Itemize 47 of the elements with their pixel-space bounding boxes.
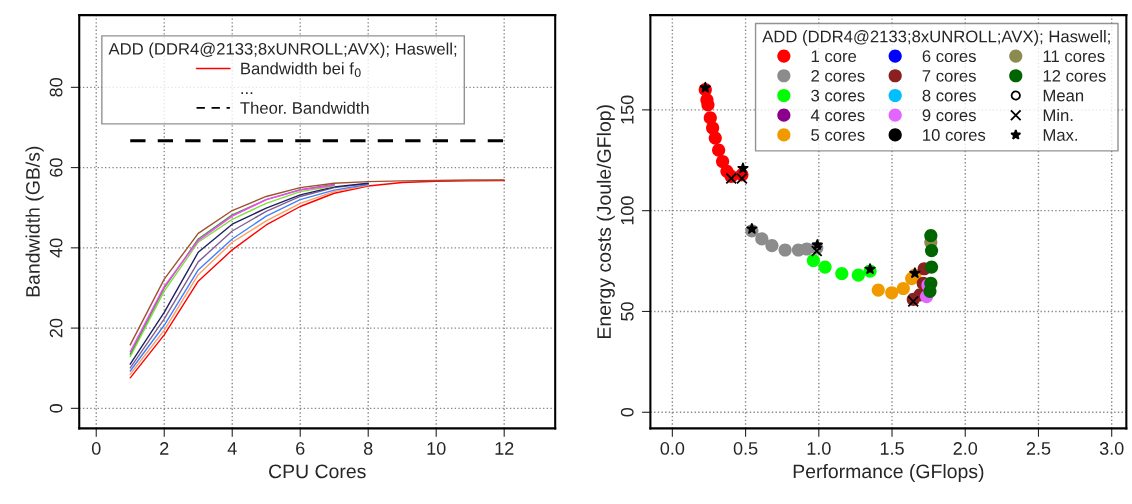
x-axis-title: CPU Cores	[269, 464, 366, 479]
x-tick-label: 1.5	[880, 442, 904, 455]
x-tick-label: 12	[495, 442, 514, 455]
legend-label: Theor. Bandwidth	[240, 101, 369, 114]
x-tick-label: 2.5	[1026, 442, 1051, 455]
legend-label: 3 cores	[811, 89, 865, 102]
legend-label: 1 core	[811, 50, 857, 63]
legend-label: 6 cores	[922, 50, 976, 63]
x-tick-label: 4	[227, 442, 237, 455]
legend-label: 12 cores	[1043, 69, 1106, 82]
legend-label: 9 cores	[922, 109, 976, 122]
annotation: ...	[241, 92, 253, 94]
x-axis-title: Performance (GFlops)	[793, 463, 984, 483]
legend-label: 8 cores	[922, 89, 976, 102]
y-tick-label: 20	[49, 318, 63, 338]
legend-label: 5 cores	[811, 129, 865, 141]
x-tick-label: 0	[91, 442, 101, 455]
x-tick-label: 6	[296, 442, 305, 455]
y-tick-label: 150	[620, 95, 634, 124]
y-tick-label: 50	[620, 302, 634, 321]
legend-label: Mean	[1043, 89, 1084, 102]
legend-label: 7 cores	[922, 70, 976, 82]
legend-title: ADD (DDR4@2133;8xUNROLL;AVX); Haswell;	[762, 30, 1110, 46]
legend-label: 2 cores	[811, 69, 865, 82]
x-tick-label: 0.5	[733, 442, 758, 455]
y-tick-label: 80	[49, 78, 63, 97]
x-tick-label: 10	[427, 442, 446, 455]
legend-label: 10 cores	[923, 129, 986, 141]
y-tick-label: 0	[620, 407, 634, 417]
x-tick-label: 2	[160, 442, 169, 455]
legend-title: ADD (DDR4@2133;8xUNROLL;AVX); Haswell;	[108, 42, 457, 59]
y-tick-label: 40	[49, 238, 63, 258]
x-tick-label: 8	[363, 442, 373, 455]
y-tick-label: 100	[620, 196, 634, 225]
y-axis-title: Bandwidth (GB/s)	[25, 146, 44, 297]
x-tick-label: 2.0	[953, 442, 978, 455]
legend-label: Bandwidth bei f$_{0}$	[241, 62, 361, 78]
legend-label: 4 cores	[810, 109, 865, 122]
y-tick-label: 60	[49, 158, 63, 177]
legend-label: Min.	[1043, 108, 1073, 122]
y-tick-label: 0	[49, 404, 63, 413]
y-axis-title: Energy costs (Joule/GFlop)	[596, 105, 615, 338]
x-tick-label: 0.0	[660, 442, 685, 455]
legend-label: 11 cores	[1043, 50, 1105, 63]
x-tick-label: 1.0	[807, 442, 831, 455]
legend-label: Max.	[1043, 129, 1078, 141]
x-tick-label: 3.0	[1099, 442, 1124, 455]
